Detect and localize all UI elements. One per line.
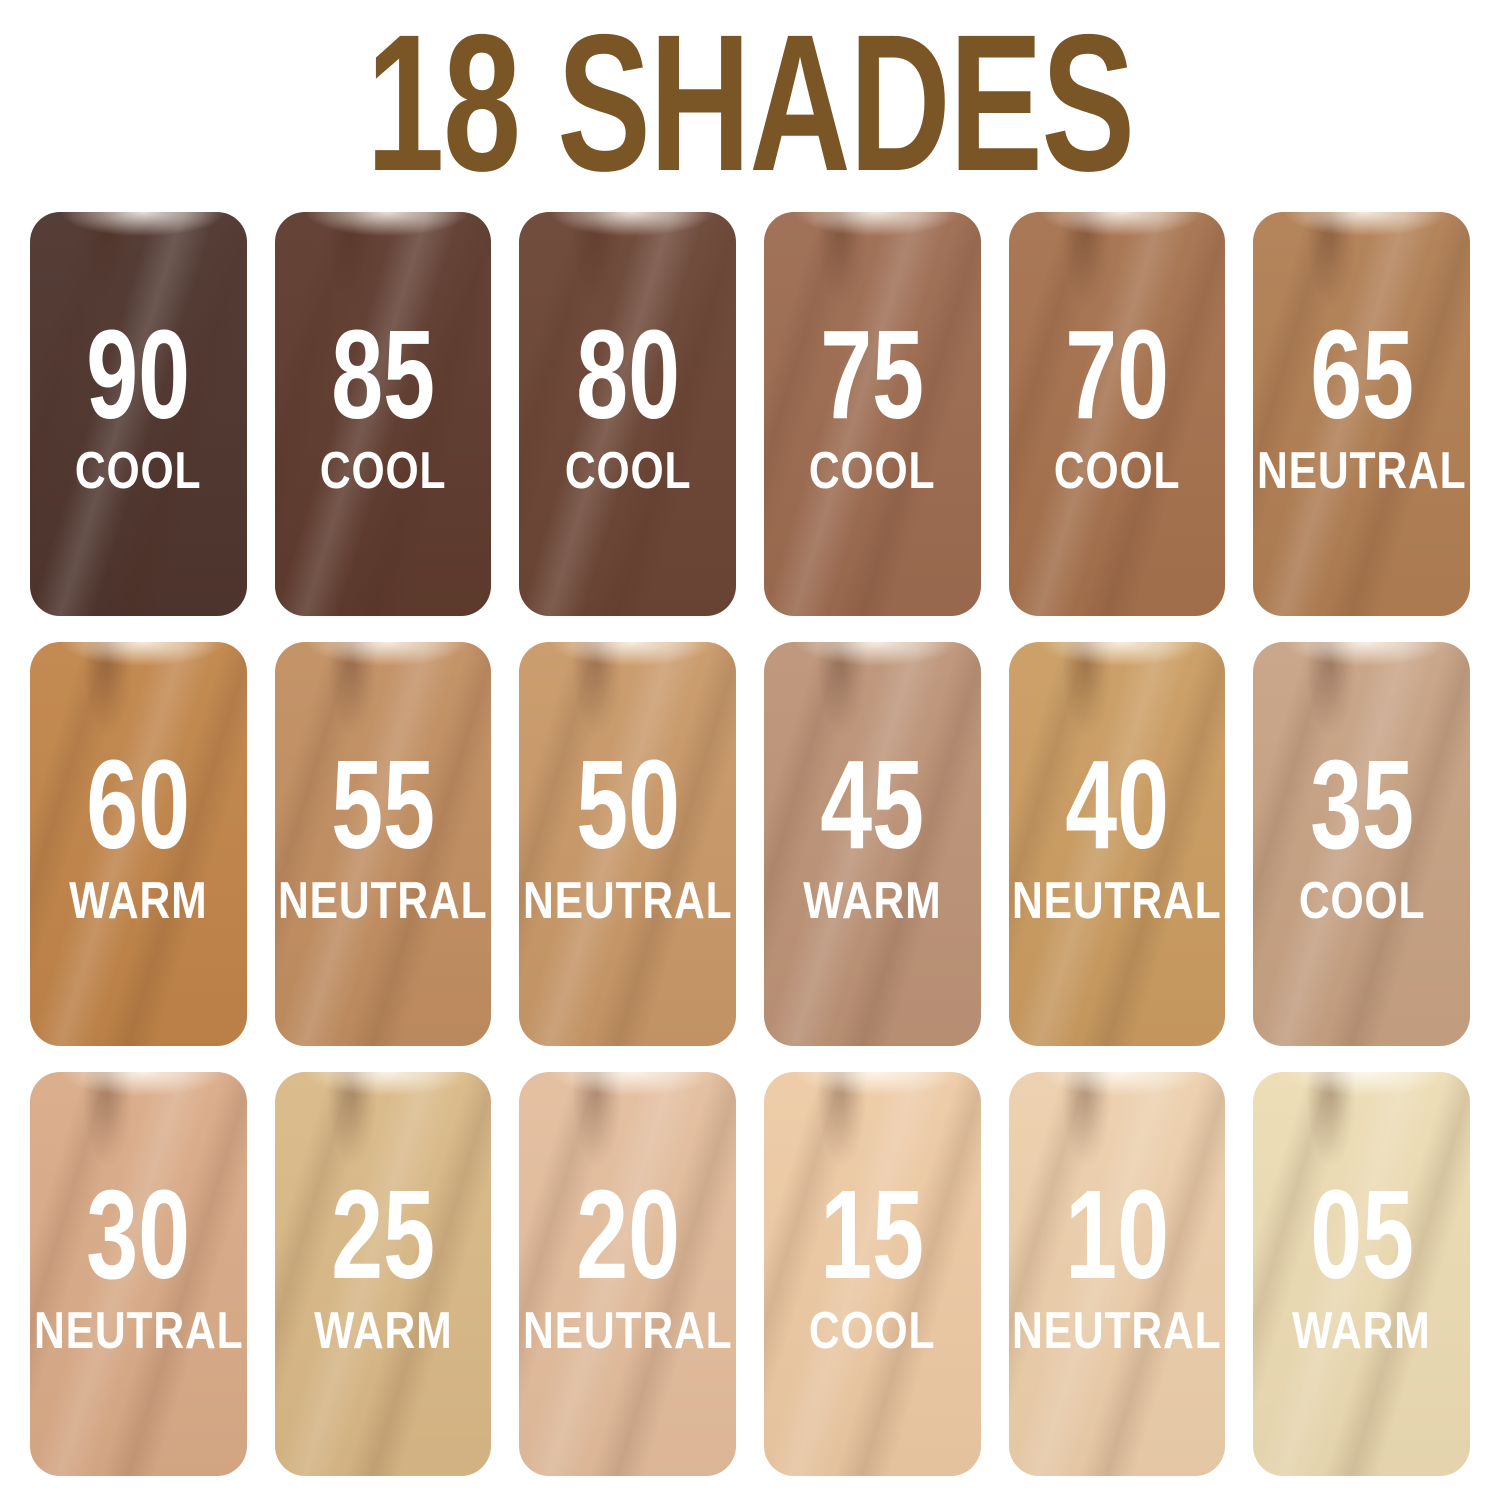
concealer-smear-texture	[30, 212, 247, 616]
page-title: 18 SHADES	[366, 0, 1135, 212]
shade-undertone-label: NEUTRAL	[278, 872, 488, 931]
concealer-smear-texture	[764, 642, 981, 1046]
shade-swatch-card: 10 NEUTRAL	[1008, 1072, 1226, 1476]
shade-text-block: 85 COOL	[275, 212, 492, 616]
concealer-smear-texture	[30, 1072, 247, 1476]
shade-number: 45	[820, 734, 925, 875]
shade-text-block: 90 COOL	[30, 212, 247, 616]
shade-swatch-card: 25 WARM	[274, 1072, 492, 1476]
shade-undertone-label: NEUTRAL	[522, 1302, 733, 1361]
shade-text-block: 40 NEUTRAL	[1009, 642, 1226, 1046]
shade-swatch-card: 20 NEUTRAL	[519, 1072, 736, 1476]
shade-number: 35	[1309, 734, 1414, 875]
shade-number: 40	[1065, 734, 1169, 875]
shade-swatch-card: 05 WARM	[1253, 1072, 1470, 1476]
shade-number: 65	[1309, 304, 1414, 445]
shade-undertone-label: WARM	[313, 1302, 453, 1361]
shade-text-block: 15 COOL	[764, 1072, 981, 1476]
shade-swatch-card: 35 COOL	[1253, 642, 1470, 1046]
shade-number: 75	[820, 304, 925, 445]
concealer-smear-texture	[274, 212, 492, 616]
shade-swatch-card: 85 COOL	[274, 212, 492, 616]
shade-number: 10	[1065, 1164, 1169, 1305]
shade-undertone-label: COOL	[809, 1302, 936, 1361]
concealer-smear-texture	[519, 1072, 736, 1476]
concealer-smear-texture	[764, 212, 981, 616]
shade-number: 90	[86, 304, 191, 445]
shade-text-block: 25 WARM	[275, 1072, 492, 1476]
shade-text-block: 10 NEUTRAL	[1009, 1072, 1226, 1476]
shade-text-block: 60 WARM	[30, 642, 247, 1046]
shade-number: 55	[331, 734, 435, 875]
shade-undertone-label: WARM	[803, 872, 942, 931]
shade-undertone-label: NEUTRAL	[522, 872, 733, 931]
shade-swatch-card: 15 COOL	[764, 1072, 981, 1476]
concealer-smear-texture	[274, 1072, 492, 1476]
shade-undertone-label: COOL	[319, 442, 447, 501]
shade-swatch-card: 65 NEUTRAL	[1253, 212, 1470, 616]
shade-undertone-label: WARM	[69, 872, 208, 931]
shade-grid: 90 COOL 85 COOL 80 COOL 75 COOL 70 COOL	[30, 212, 1470, 1476]
shade-number: 15	[820, 1164, 925, 1305]
shade-number: 05	[1309, 1164, 1414, 1305]
shade-undertone-label: COOL	[564, 442, 691, 501]
shade-swatch-card: 40 NEUTRAL	[1008, 642, 1226, 1046]
shade-swatch-card: 80 COOL	[519, 212, 736, 616]
shade-swatch-card: 45 WARM	[764, 642, 981, 1046]
shade-number: 85	[331, 304, 435, 445]
concealer-smear-texture	[1008, 1072, 1226, 1476]
concealer-smear-texture	[1008, 642, 1226, 1046]
shade-undertone-label: COOL	[1053, 442, 1181, 501]
shade-number: 30	[86, 1164, 191, 1305]
shade-text-block: 55 NEUTRAL	[275, 642, 492, 1046]
shade-number: 60	[86, 734, 191, 875]
shade-text-block: 30 NEUTRAL	[30, 1072, 247, 1476]
shade-number: 80	[575, 304, 680, 445]
concealer-smear-texture	[30, 642, 247, 1046]
concealer-smear-texture	[1008, 212, 1226, 616]
shade-text-block: 65 NEUTRAL	[1253, 212, 1470, 616]
shade-number: 70	[1065, 304, 1169, 445]
shade-swatch-card: 30 NEUTRAL	[30, 1072, 247, 1476]
shade-text-block: 05 WARM	[1253, 1072, 1470, 1476]
shade-number: 50	[575, 734, 680, 875]
concealer-smear-texture	[519, 212, 736, 616]
shade-text-block: 45 WARM	[764, 642, 981, 1046]
shade-swatch-card: 60 WARM	[30, 642, 247, 1046]
shade-text-block: 50 NEUTRAL	[519, 642, 736, 1046]
shade-undertone-label: NEUTRAL	[1256, 442, 1467, 501]
shade-text-block: 75 COOL	[764, 212, 981, 616]
shade-undertone-label: NEUTRAL	[1012, 1302, 1222, 1361]
shade-undertone-label: WARM	[1292, 1302, 1431, 1361]
shade-swatch-card: 50 NEUTRAL	[519, 642, 736, 1046]
shade-number: 20	[575, 1164, 680, 1305]
shade-undertone-label: NEUTRAL	[1012, 872, 1222, 931]
shade-undertone-label: NEUTRAL	[33, 1302, 244, 1361]
shade-number: 25	[331, 1164, 435, 1305]
shade-text-block: 80 COOL	[519, 212, 736, 616]
shade-undertone-label: COOL	[1298, 872, 1425, 931]
shade-swatch-card: 75 COOL	[764, 212, 981, 616]
shade-swatch-card: 55 NEUTRAL	[274, 642, 492, 1046]
concealer-smear-texture	[274, 642, 492, 1046]
concealer-smear-texture	[1253, 212, 1470, 616]
shade-swatch-card: 90 COOL	[30, 212, 247, 616]
concealer-smear-texture	[1253, 642, 1470, 1046]
concealer-smear-texture	[764, 1072, 981, 1476]
shade-undertone-label: COOL	[75, 442, 202, 501]
shade-text-block: 70 COOL	[1009, 212, 1226, 616]
concealer-smear-texture	[1253, 1072, 1470, 1476]
shade-text-block: 35 COOL	[1253, 642, 1470, 1046]
shade-text-block: 20 NEUTRAL	[519, 1072, 736, 1476]
concealer-smear-texture	[519, 642, 736, 1046]
shade-undertone-label: COOL	[809, 442, 936, 501]
shade-swatch-card: 70 COOL	[1008, 212, 1226, 616]
